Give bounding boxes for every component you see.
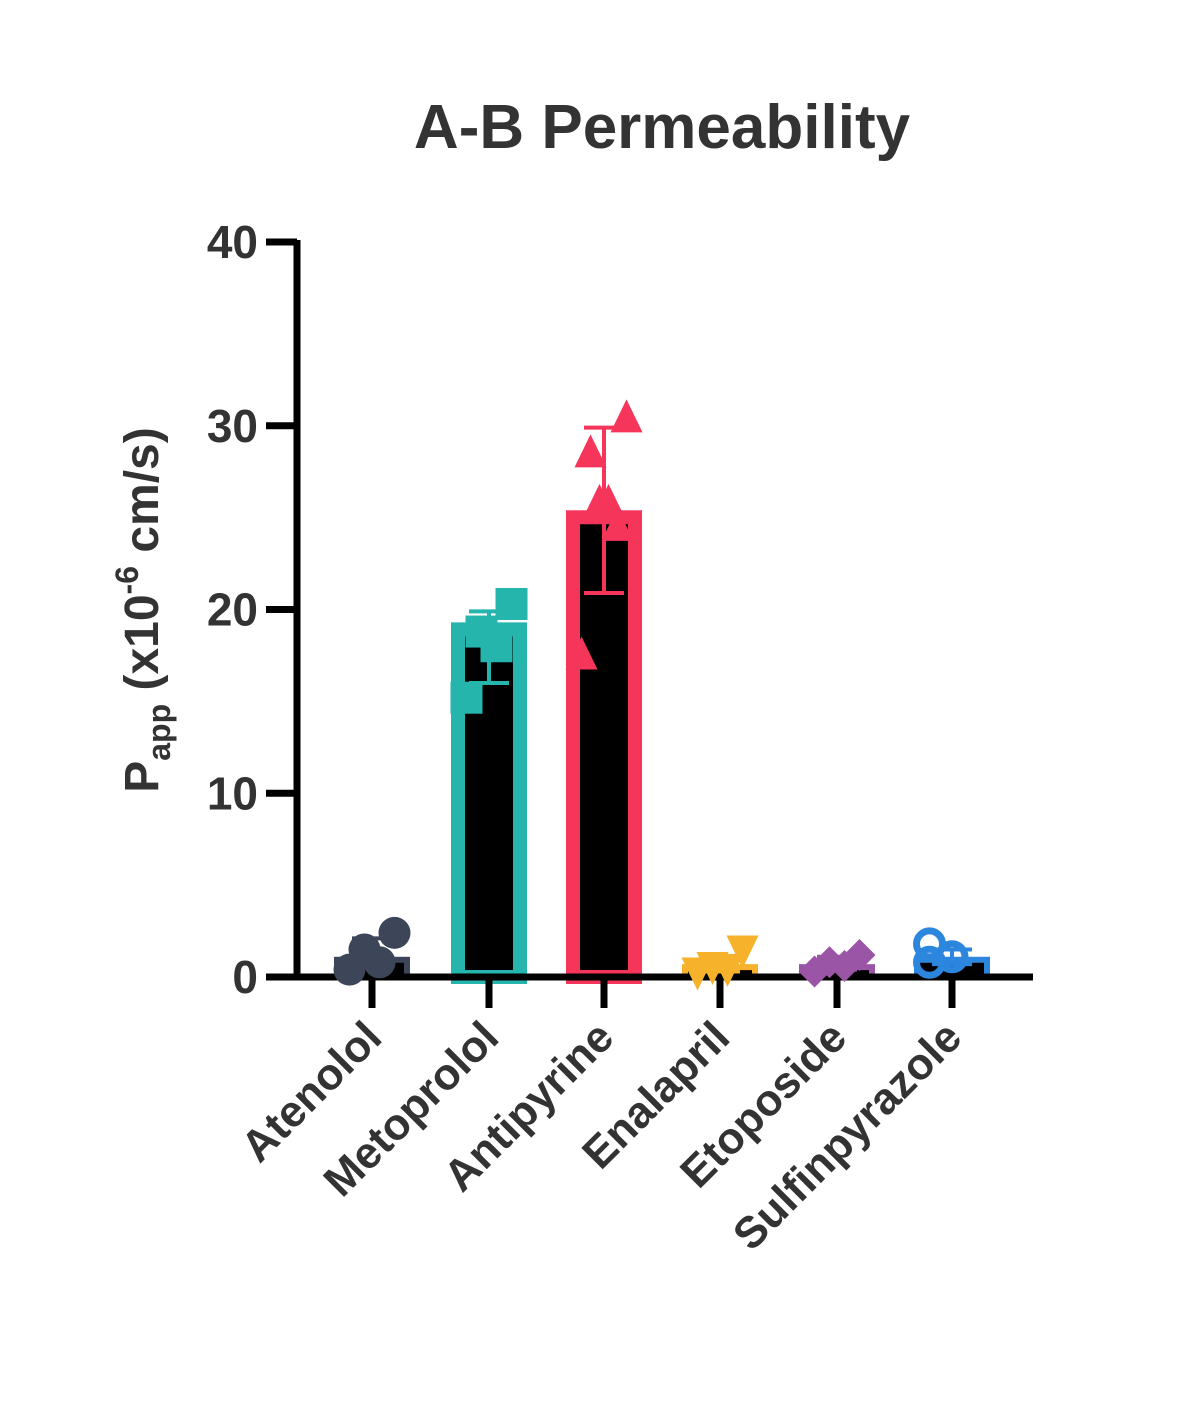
y-axis-label: Papp (x10-6 cm/s)	[109, 427, 177, 793]
data-point-diamond	[843, 938, 876, 971]
y-tick-label: 0	[232, 951, 258, 1003]
y-axis-label-open: (x10	[116, 594, 169, 703]
data-point-triangle-up	[565, 636, 598, 670]
data-points	[333, 399, 969, 991]
data-point-square	[495, 587, 528, 620]
data-point-diamond	[813, 946, 846, 979]
svg-text:Papp (x10-6 cm/s): Papp (x10-6 cm/s)	[109, 427, 177, 793]
y-axis-label-sup: -6	[109, 566, 145, 594]
axes: 0 10 20 30 40	[207, 216, 1033, 1008]
data-point-triangle-up	[592, 483, 625, 517]
chart-title: A-B Permeability	[414, 93, 911, 162]
y-axis-label-main: P	[116, 761, 169, 793]
data-point-triangle-up	[601, 507, 634, 541]
data-point-triangle-down	[726, 935, 759, 969]
bars-layer	[334, 425, 990, 985]
x-ticks	[368, 977, 956, 1008]
y-tick-label: 30	[207, 400, 258, 452]
bar-metoprolol	[451, 609, 527, 984]
data-point-circle-open	[913, 927, 946, 961]
y-axis-label-sub: app	[141, 704, 177, 761]
data-point-triangle-up	[574, 434, 607, 468]
x-category-labels: AtenololMetoprololAntipyrineEnalaprilEto…	[232, 1012, 971, 1259]
y-tick-label: 10	[207, 767, 258, 819]
data-point-square	[465, 615, 498, 648]
y-tick-label: 20	[207, 584, 258, 636]
data-point-triangle-down	[696, 951, 729, 985]
y-axis-label-close: cm/s)	[116, 427, 169, 566]
data-point-circle	[348, 933, 381, 966]
y-tick-label: 40	[207, 216, 258, 268]
data-point-triangle-up	[610, 399, 643, 433]
data-point-square	[450, 681, 483, 714]
data-point-circle	[378, 916, 411, 949]
y-ticks: 0 10 20 30 40	[207, 216, 297, 1003]
